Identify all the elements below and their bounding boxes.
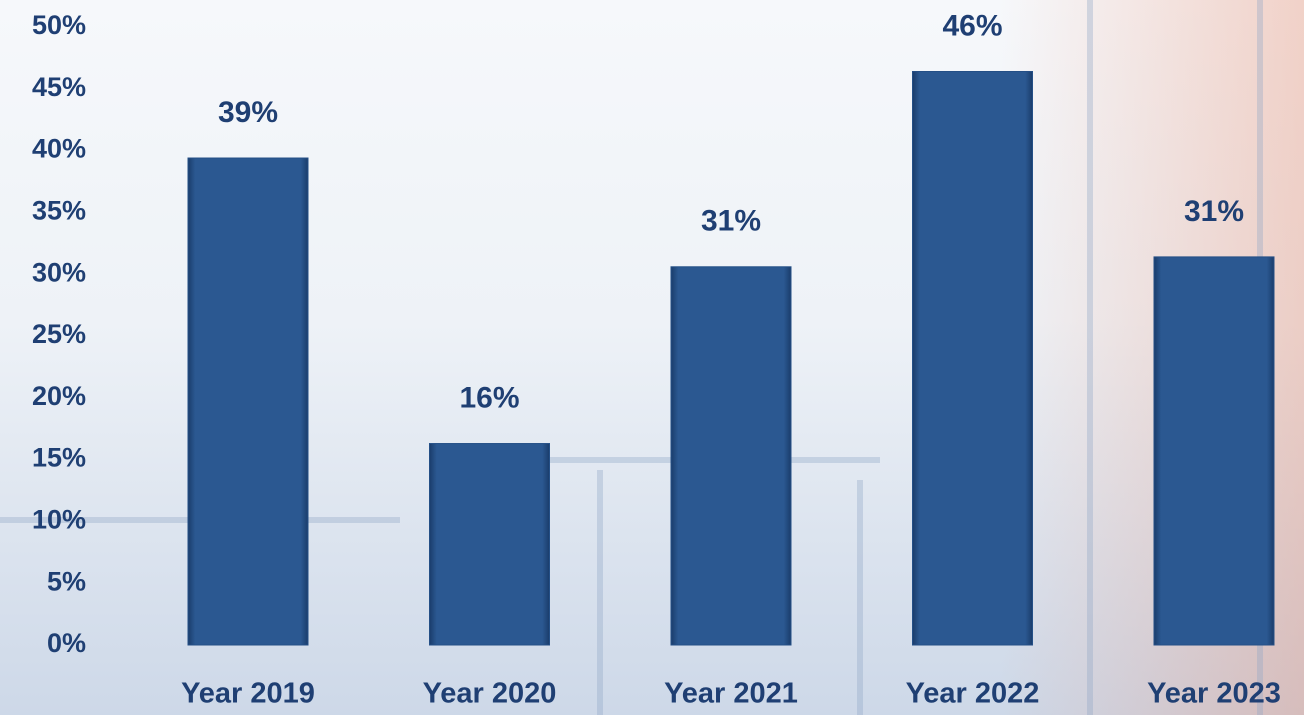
y-tick-label: 30% (32, 257, 86, 287)
bar (429, 443, 550, 646)
bar (1153, 256, 1275, 646)
x-tick-label: Year 2021 (664, 678, 798, 710)
x-tick-label: Year 2020 (423, 678, 557, 710)
bar (912, 70, 1033, 646)
value-label: 31% (701, 205, 761, 238)
y-tick-label: 20% (32, 381, 86, 411)
y-tick-label: 15% (32, 443, 86, 473)
y-tick-label: 25% (32, 319, 86, 349)
x-tick-label: Year 2022 (906, 678, 1040, 710)
y-tick-label: 40% (32, 134, 86, 164)
y-tick-label: 35% (32, 196, 86, 226)
y-tick-label: 10% (32, 505, 86, 535)
y-tick-label: 5% (47, 566, 86, 596)
y-tick-label: 0% (47, 628, 86, 658)
x-tick-label: Year 2023 (1147, 678, 1281, 710)
y-tick-label: 45% (32, 72, 86, 102)
x-tick-label: Year 2019 (181, 678, 315, 710)
y-tick-label: 50% (32, 10, 86, 40)
bar (670, 266, 792, 646)
value-label: 39% (218, 96, 278, 129)
value-label: 46% (942, 9, 1002, 42)
value-label: 31% (1184, 195, 1244, 228)
value-label: 16% (459, 381, 519, 414)
bar (187, 157, 309, 646)
